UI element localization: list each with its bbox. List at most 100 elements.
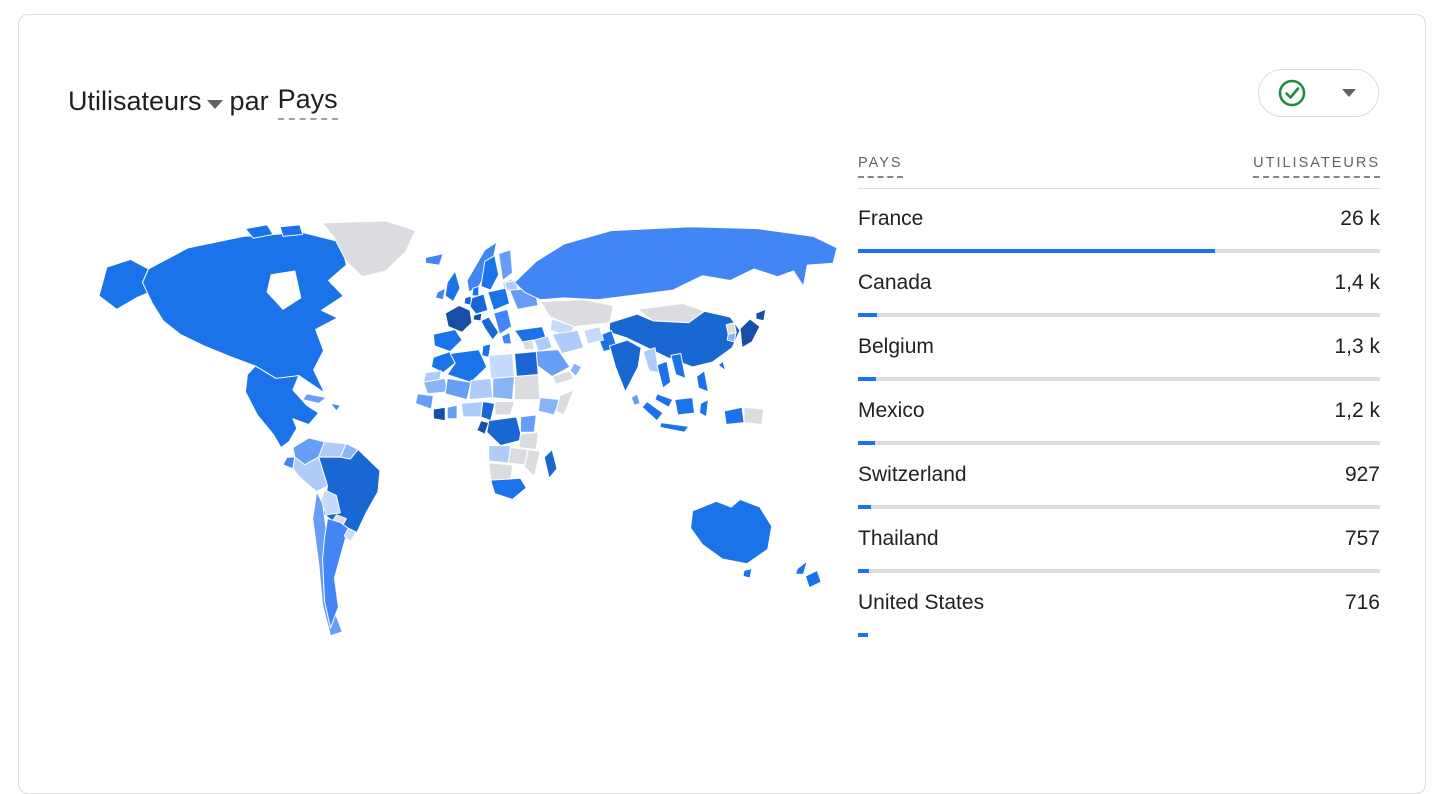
- map-country-borneo[interactable]: [674, 397, 696, 416]
- map-country-poland[interactable]: [487, 287, 511, 311]
- map-country-west-papua[interactable]: [723, 406, 745, 425]
- map-country-greenland[interactable]: [322, 220, 417, 278]
- map-country-ireland[interactable]: [434, 287, 446, 301]
- map-country-bolivia[interactable]: [320, 489, 341, 516]
- map-country-argentina[interactable]: [322, 518, 349, 629]
- column-header-utilisateurs[interactable]: UTILISATEURS: [1253, 155, 1380, 178]
- map-country-papua-new-guinea[interactable]: [743, 406, 765, 425]
- table-row[interactable]: United States 716: [858, 573, 1380, 637]
- map-country-australia[interactable]: [690, 498, 773, 565]
- map-country-south-korea[interactable]: [726, 331, 737, 343]
- map-country-greece[interactable]: [501, 331, 513, 345]
- map-country-taiwan[interactable]: [717, 360, 726, 372]
- map-country-levant[interactable]: [521, 339, 535, 351]
- user-bar-track: [858, 249, 1380, 253]
- map-country-tasmania[interactable]: [742, 568, 753, 579]
- map-country-niger[interactable]: [468, 377, 494, 401]
- map-country-south-africa[interactable]: [490, 477, 527, 500]
- world-choropleth-map[interactable]: [97, 220, 839, 653]
- map-country-chad[interactable]: [492, 376, 515, 401]
- user-bar: [858, 441, 875, 445]
- map-country-philippines[interactable]: [696, 370, 709, 393]
- map-country-iceland[interactable]: [424, 253, 444, 266]
- table-row[interactable]: Canada 1,4 k: [858, 253, 1380, 317]
- map-country-sumatra[interactable]: [641, 401, 664, 422]
- map-country-oman[interactable]: [569, 362, 583, 377]
- map-country-india[interactable]: [608, 339, 642, 393]
- map-country-china[interactable]: [608, 310, 741, 368]
- metric-selector[interactable]: Utilisateurs: [68, 86, 202, 116]
- map-country-uruguay[interactable]: [343, 527, 357, 543]
- map-country-egypt[interactable]: [514, 351, 539, 377]
- map-country-gabon[interactable]: [476, 420, 490, 435]
- user-bar: [858, 377, 876, 381]
- map-country-hispaniola[interactable]: [329, 402, 341, 412]
- map-country-sweden[interactable]: [480, 255, 500, 291]
- country-name: United States: [858, 591, 985, 614]
- map-country-switzerland[interactable]: [472, 312, 483, 322]
- map-country-cuba[interactable]: [302, 393, 328, 404]
- map-country-sri-lanka[interactable]: [630, 393, 641, 406]
- map-country-mali[interactable]: [444, 377, 472, 401]
- map-country-mexico[interactable]: [244, 365, 320, 449]
- map-country-angola[interactable]: [488, 445, 512, 464]
- map-country-thailand[interactable]: [656, 360, 672, 389]
- map-country-iran[interactable]: [551, 329, 585, 354]
- map-country-yemen[interactable]: [551, 370, 575, 385]
- map-country-cameroon[interactable]: [480, 401, 496, 422]
- map-arctic-island[interactable]: [244, 224, 274, 239]
- column-header-pays[interactable]: PAYS: [858, 155, 903, 178]
- table-row[interactable]: Belgium 1,3 k: [858, 317, 1380, 381]
- map-country-peru[interactable]: [292, 456, 329, 493]
- map-country-italy[interactable]: [480, 316, 500, 341]
- table-row[interactable]: Mexico 1,2 k: [858, 381, 1380, 445]
- map-country-japan-hokkaido[interactable]: [755, 308, 767, 322]
- map-hudson-bay: [266, 270, 302, 310]
- map-country-canada-us[interactable]: [142, 232, 347, 394]
- map-country-sulawesi[interactable]: [699, 399, 709, 418]
- dimension-selector[interactable]: Pays: [277, 82, 338, 120]
- map-country-ghana[interactable]: [446, 404, 458, 420]
- map-country-vietnam[interactable]: [670, 353, 687, 379]
- map-country-afghanistan[interactable]: [583, 326, 605, 345]
- map-country-senegal[interactable]: [415, 393, 434, 410]
- map-country-iraq[interactable]: [533, 335, 553, 353]
- map-country-new-zealand-south[interactable]: [804, 569, 822, 589]
- map-country-germany[interactable]: [469, 293, 489, 315]
- chevron-down-icon: [1342, 89, 1356, 97]
- table-row[interactable]: Switzerland 927: [858, 445, 1380, 509]
- map-country-java[interactable]: [659, 422, 690, 433]
- map-country-tanzania[interactable]: [517, 431, 539, 450]
- map-country-ivory-coast[interactable]: [432, 406, 446, 422]
- map-country-libya[interactable]: [488, 353, 515, 379]
- map-country-japan[interactable]: [739, 318, 761, 349]
- map-country-algeria[interactable]: [446, 349, 488, 383]
- map-country-new-zealand-north[interactable]: [794, 560, 808, 575]
- chevron-down-icon[interactable]: [206, 99, 223, 109]
- map-country-nigeria[interactable]: [460, 401, 484, 418]
- map-country-sudan[interactable]: [514, 374, 541, 401]
- table-row[interactable]: France 26 k: [858, 189, 1380, 253]
- map-country-kenya[interactable]: [519, 414, 537, 433]
- map-country-mozambique[interactable]: [523, 449, 541, 477]
- map-country-iberia[interactable]: [432, 329, 463, 353]
- map-country-madagascar[interactable]: [543, 449, 558, 479]
- table-header: PAYS UTILISATEURS: [858, 155, 1380, 178]
- map-country-ethiopia[interactable]: [537, 397, 561, 416]
- map-country-finland[interactable]: [498, 249, 514, 281]
- map-country-denmark[interactable]: [471, 285, 480, 297]
- world-map-svg: [98, 220, 838, 637]
- map-country-drc[interactable]: [486, 416, 523, 447]
- map-country-central-african-republic[interactable]: [494, 401, 515, 416]
- map-country-somalia[interactable]: [555, 389, 575, 416]
- map-country-france[interactable]: [444, 305, 473, 333]
- map-country-balkans[interactable]: [493, 308, 513, 335]
- country-table: PAYS UTILISATEURS France 26 k Canada 1,4…: [858, 155, 1380, 637]
- map-country-uk[interactable]: [444, 270, 461, 303]
- map-country-russia[interactable]: [514, 226, 838, 301]
- table-row[interactable]: Thailand 757: [858, 509, 1380, 573]
- card-status-button[interactable]: [1258, 69, 1379, 117]
- map-country-morocco[interactable]: [430, 351, 456, 374]
- map-country-malaysia[interactable]: [654, 393, 674, 408]
- map-arctic-island[interactable]: [279, 224, 304, 237]
